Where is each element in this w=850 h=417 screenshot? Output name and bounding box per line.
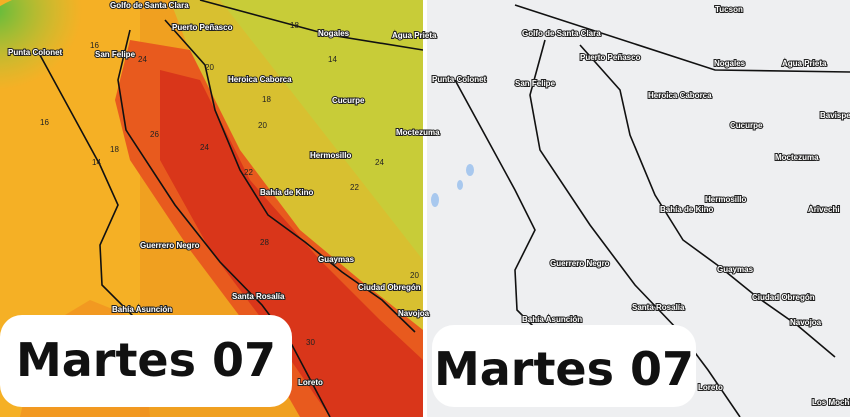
place-label: Hermosillo [705,195,746,204]
place-label: Golfo de Santa Clara [110,1,189,10]
divider [423,0,427,417]
place-label: Moctezuma [396,128,440,137]
temperature-label: 20 [205,63,214,72]
temperature-label: 16 [40,118,49,127]
place-label: Bahía de Kino [260,188,313,197]
place-label: Loreto [698,383,723,392]
place-label: Cucurpe [730,121,763,130]
place-label: Navojoa [790,318,822,327]
temperature-label: 24 [138,55,147,64]
temperature-label: 14 [92,158,101,167]
place-label: Agua Prieta [392,31,437,40]
place-label: Cucurpe [332,96,365,105]
temperature-label: 26 [150,130,159,139]
temperature-label: 22 [350,183,359,192]
place-label: San Felipe [95,50,136,59]
place-label: Ciudad Obregón [752,293,815,302]
place-label: Golfo de Santa Clara [522,29,601,38]
temperature-label: 18 [262,95,271,104]
place-label: Bahía de Kino [660,205,713,214]
place-label: Bavispe [820,111,850,120]
place-label: Nogales [318,29,350,38]
temperature-label: 18 [110,145,119,154]
caption: Martes 07 [434,342,694,396]
temperature-label: 28 [260,238,269,247]
place-label: Punta Colonet [8,48,63,57]
place-label: Punta Colonet [432,75,487,84]
place-label: Santa Rosalía [232,292,285,301]
place-label: Guaymas [717,265,754,274]
place-label: Nogales [714,59,746,68]
place-label: Tucson [715,5,743,14]
place-label: Bahía Asunción [112,305,172,314]
temperature-label: 22 [244,168,253,177]
place-label: San Felipe [515,79,556,88]
caption: Martes 07 [16,333,276,387]
place-label: Santa Rosalía [632,303,685,312]
place-label: Agua Prieta [782,59,827,68]
temperature-label: 24 [375,158,384,167]
place-label: Arivechi [808,205,840,214]
place-label: Puerto Peñasco [172,23,233,32]
temperature-label: 30 [306,338,315,347]
place-label: Puerto Peñasco [580,53,641,62]
temperature-label: 18 [290,21,299,30]
temperature-label: 14 [328,55,337,64]
place-label: Navojoa [398,309,430,318]
place-label: Guerrero Negro [550,259,610,268]
caption-box [0,315,292,407]
temperature-label: 16 [90,41,99,50]
temperature-label: 20 [258,121,267,130]
temperature-label: 24 [200,143,209,152]
place-label: Heroica Caborca [648,91,712,100]
place-label: Ciudad Obregón [358,283,421,292]
place-label: Heroica Caborca [228,75,292,84]
place-label: Bahía Asunción [522,315,582,324]
temperature-label: 20 [410,271,419,280]
place-label: Guerrero Negro [140,241,200,250]
caption-box [432,325,696,407]
place-label: Hermosillo [310,151,351,160]
place-label: Guaymas [318,255,355,264]
labels: Golfo de Santa Clara Puerto Peñasco Nogale… [7,0,850,408]
place-label: Los Mochis [812,398,850,407]
place-label: Loreto [298,378,323,387]
place-label: Moctezuma [775,153,819,162]
